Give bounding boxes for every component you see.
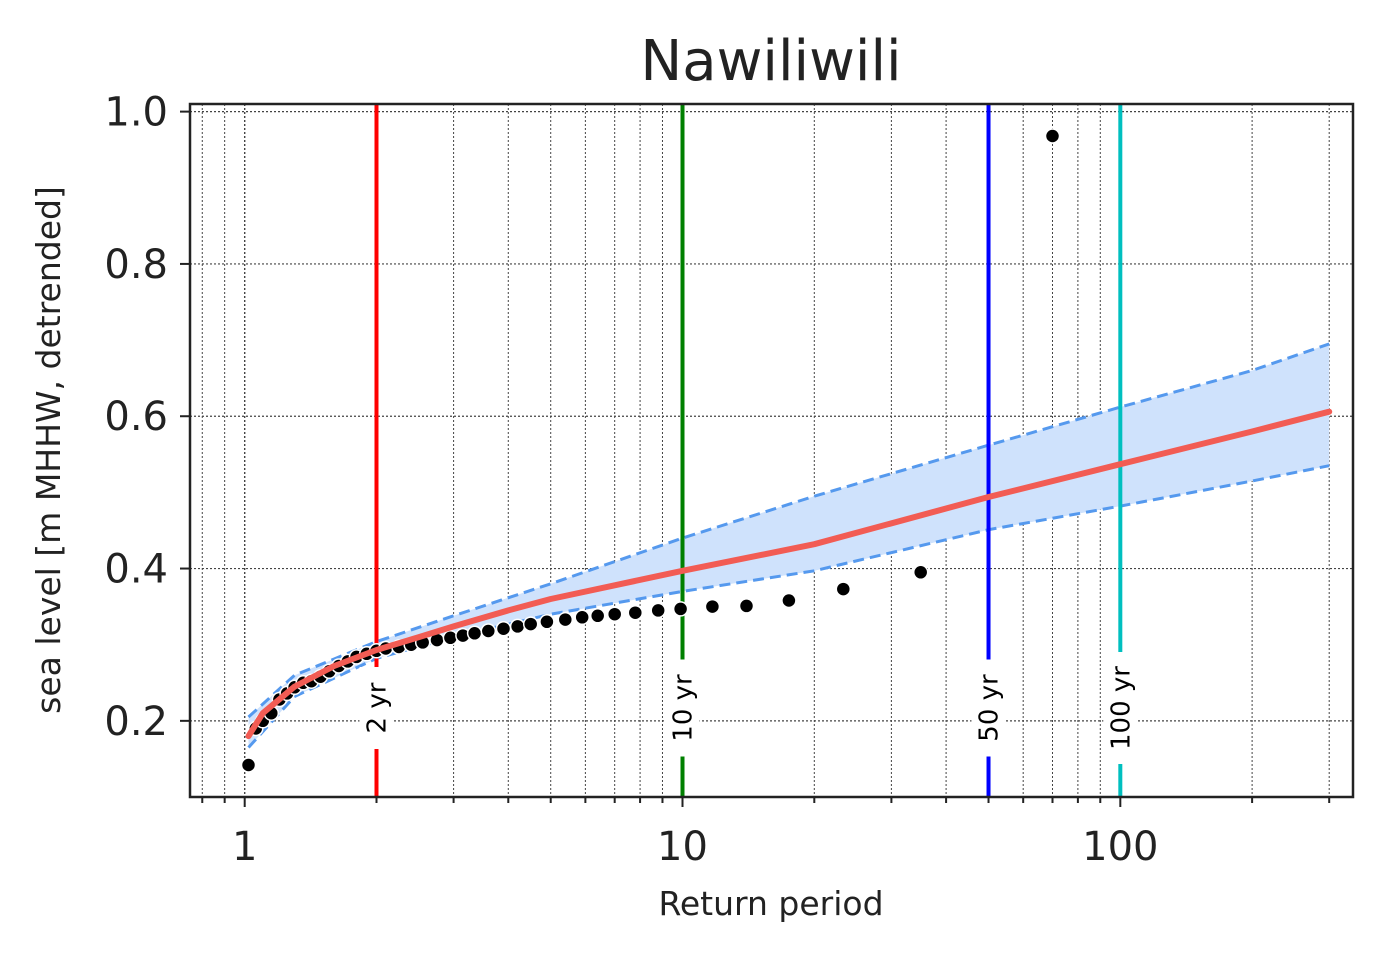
observation-point (574, 609, 590, 626)
y-tick-label: 0.2 (104, 699, 168, 745)
confidence-lower-line (247, 464, 1330, 749)
return-level-label-text: 10 yr (669, 674, 699, 742)
y-tick-label: 0.8 (104, 242, 168, 288)
observation-point (589, 608, 606, 624)
return-level-label-text: 50 yr (975, 674, 1005, 742)
observation-point (539, 614, 555, 630)
observation-point (509, 618, 526, 635)
y-tick-label: 1.0 (104, 90, 168, 136)
plot-frame (188, 102, 1355, 799)
observation-point (738, 598, 755, 614)
return-level-label-bg (359, 667, 394, 749)
axis-ticks (180, 110, 1331, 807)
observation-point (442, 630, 459, 646)
confidence-band (248, 343, 1330, 748)
x-tick-label: 10 (657, 824, 708, 870)
x-axis-label: Return period (658, 884, 883, 923)
observation-point (495, 620, 512, 637)
observation-point (522, 616, 539, 632)
return-level-label-2yr: 2 yr (359, 667, 394, 749)
observation-point (240, 757, 257, 773)
return-level-label-50yr: 50 yr (971, 659, 1006, 757)
observation-point (1044, 128, 1061, 144)
observation-point (650, 602, 666, 619)
observation-point (606, 606, 623, 622)
y-axis-label: sea level [m MHHW, detrended] (29, 186, 68, 714)
observation-point (557, 611, 574, 628)
observation-point (835, 581, 852, 597)
y-tick-label: 0.6 (104, 394, 168, 440)
observation-point (672, 601, 689, 617)
fit-line (245, 408, 1333, 740)
observation-point (912, 564, 929, 581)
return-level-label-text: 2 yr (363, 682, 393, 733)
y-tick-label: 0.4 (104, 547, 168, 593)
observation-point (704, 598, 721, 615)
observation-points (240, 128, 1061, 773)
confidence-upper-line (247, 342, 1330, 719)
chart-title: Nawiliwili (640, 29, 901, 94)
observation-point (466, 625, 483, 642)
plot-content: 2 yr 10 yr 50 yr 100 yr (190, 104, 1353, 797)
return-level-label-10yr: 10 yr (665, 659, 700, 757)
return-level-label-100yr: 100 yr (1103, 652, 1138, 764)
return-level-label-bg (1103, 652, 1138, 764)
plot-area: 2 yr 10 yr 50 yr 100 yr 1 10 100 0.2 0.4 0.6 0.8 1.… (104, 90, 1355, 870)
observation-point (627, 604, 644, 621)
return-level-label-bg (665, 659, 700, 757)
return-level-label-text: 100 yr (1106, 666, 1136, 750)
return-level-label-bg (971, 659, 1006, 757)
x-tick-label: 100 (1082, 824, 1158, 870)
observation-point (781, 592, 797, 609)
observation-point (480, 623, 497, 639)
x-tick-label: 1 (232, 824, 257, 870)
